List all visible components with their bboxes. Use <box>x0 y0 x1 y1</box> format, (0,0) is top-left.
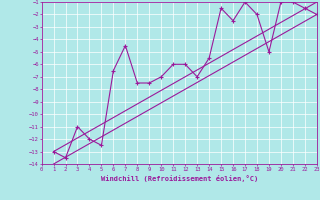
X-axis label: Windchill (Refroidissement éolien,°C): Windchill (Refroidissement éolien,°C) <box>100 175 258 182</box>
